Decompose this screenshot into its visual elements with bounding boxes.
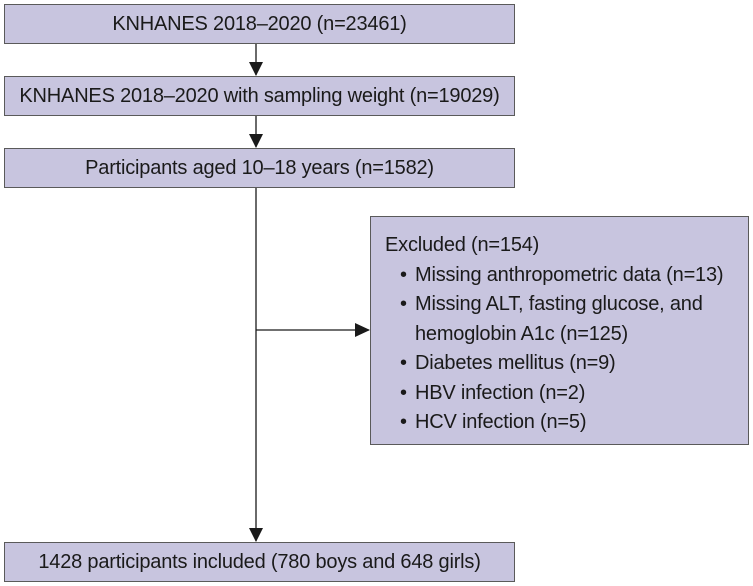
arrowhead-step2-to-step3 — [249, 134, 263, 148]
arrowhead-step3-to-final — [249, 528, 263, 542]
step3-label: Participants aged 10–18 years (n=1582) — [85, 156, 434, 179]
arrowhead-branch-to-excluded — [355, 323, 370, 337]
arrowhead-step1-to-step2 — [249, 62, 263, 76]
excluded-title: Excluded (n=154) — [385, 234, 540, 256]
excluded-item: • HCV infection (n=5) — [400, 408, 748, 438]
excluded-item: • Diabetes mellitus (n=9) — [400, 349, 748, 379]
excluded-item-text: HBV infection (n=2) — [415, 381, 586, 404]
step2-label: KNHANES 2018–2020 with sampling weight (… — [19, 84, 500, 107]
excluded-list: • Missing anthropometric data (n=13) • M… — [385, 261, 748, 438]
bullet-icon: • — [400, 411, 407, 433]
bullet-icon: • — [400, 293, 407, 315]
excluded-item: • Missing ALT, fasting glucose, and hemo… — [400, 290, 748, 349]
excluded-item-text: HCV infection (n=5) — [415, 411, 587, 433]
step2-box: KNHANES 2018–2020 with sampling weight (… — [4, 76, 515, 116]
excluded-item-text-cont: hemoglobin A1c (n=125) — [415, 322, 628, 345]
excluded-item-text: Missing ALT, fasting glucose, and — [415, 293, 703, 315]
excluded-item-text: Diabetes mellitus (n=9) — [415, 352, 616, 374]
final-box: 1428 participants included (780 boys and… — [4, 542, 515, 582]
excluded-item: • HBV infection (n=2) — [400, 379, 748, 409]
bullet-icon: • — [400, 352, 407, 374]
bullet-icon: • — [400, 263, 407, 286]
step1-box: KNHANES 2018–2020 (n=23461) — [4, 4, 515, 44]
excluded-item: • Missing anthropometric data (n=13) — [400, 261, 748, 291]
step1-label: KNHANES 2018–2020 (n=23461) — [112, 12, 407, 35]
final-label: 1428 participants included (780 boys and… — [38, 550, 481, 573]
step3-box: Participants aged 10–18 years (n=1582) — [4, 148, 515, 188]
bullet-icon: • — [400, 381, 407, 404]
excluded-box: Excluded (n=154) • Missing anthropometri… — [370, 216, 749, 445]
excluded-item-text: Missing anthropometric data (n=13) — [415, 263, 724, 286]
